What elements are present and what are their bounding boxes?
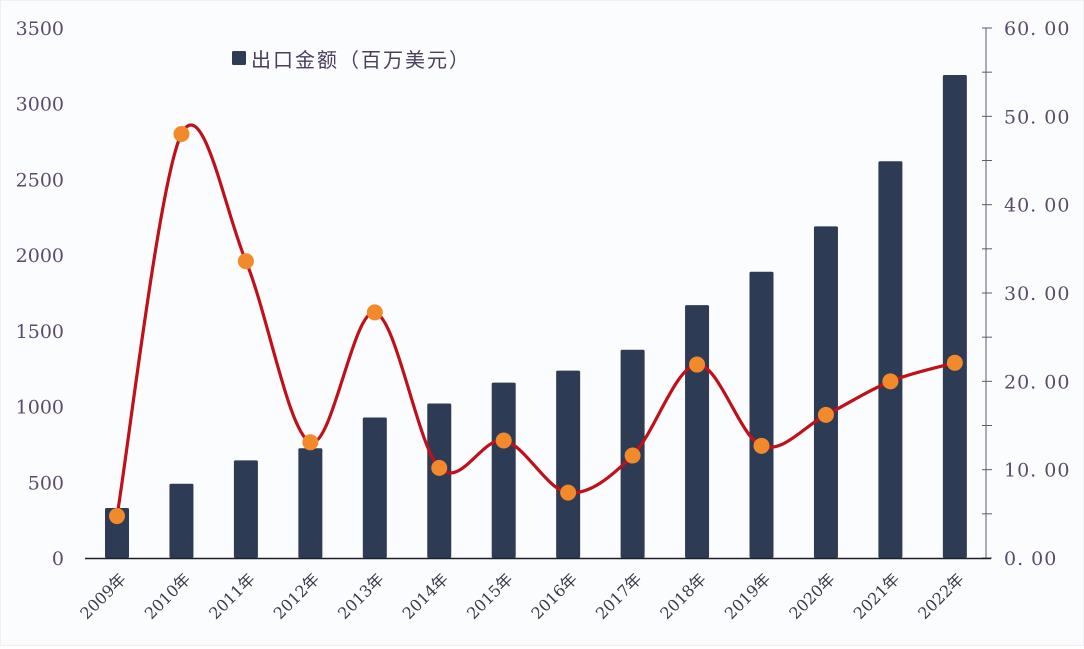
marker-2015年	[495, 432, 512, 449]
x-tick-label: 2014年	[399, 569, 453, 623]
x-tick-label: 2021年	[850, 569, 904, 623]
left-tick-label: 1500	[16, 321, 64, 343]
legend-label: 出口金额（百万美元）	[251, 48, 471, 72]
left-tick-label: 500	[28, 472, 64, 494]
bar-2013年	[362, 417, 387, 558]
growth-line	[115, 123, 956, 517]
bar-series	[105, 74, 967, 558]
right-tick-label: 0. 00	[1004, 548, 1057, 570]
marker-2021年	[882, 373, 899, 390]
right-tick-label: 30. 00	[1004, 283, 1070, 305]
bar-2019年	[749, 271, 774, 558]
x-tick-label: 2012年	[270, 569, 324, 623]
legend-swatch-icon	[232, 51, 246, 65]
left-tick-label: 2000	[16, 245, 64, 267]
marker-2014年	[431, 459, 448, 476]
marker-2022年	[946, 354, 963, 371]
legend: 出口金额（百万美元）	[232, 48, 471, 72]
marker-2016年	[560, 484, 577, 501]
marker-2020年	[817, 406, 834, 423]
bar-2020年	[813, 226, 838, 558]
marker-2009年	[109, 508, 125, 525]
x-tick-label: 2017年	[592, 569, 646, 623]
right-tick-label: 50. 00	[1004, 106, 1070, 128]
x-tick-label: 2011年	[205, 569, 259, 623]
bar-2018年	[685, 305, 710, 558]
bar-2015年	[491, 382, 516, 558]
marker-2017年	[624, 447, 641, 464]
marker-2019年	[753, 437, 770, 454]
marker-2012年	[302, 434, 319, 451]
left-tick-label: 2500	[16, 169, 64, 191]
x-tick-label: 2016年	[527, 569, 581, 623]
right-tick-label: 40. 00	[1004, 195, 1070, 217]
x-tick-label: 2019年	[721, 569, 775, 623]
x-axis: 2009年 2010年 2011年 2012年 2013年 2014年 2015年 2016年…	[76, 557, 991, 623]
x-tick-label: 2009年	[76, 569, 130, 623]
marker-2011年	[237, 253, 254, 270]
marker-2018年	[689, 356, 706, 373]
left-tick-label: 0	[52, 548, 64, 570]
line-markers	[109, 126, 963, 525]
bar-2014年	[427, 403, 452, 558]
line-series	[115, 123, 956, 517]
bar-2016年	[556, 370, 581, 558]
x-tick-label: 2013年	[334, 569, 388, 623]
right-y-axis: 0. 00 10. 00 20. 00 30. 00 40. 00 50. 00 60. 0…	[982, 18, 1070, 570]
left-tick-label: 3500	[16, 18, 64, 40]
bar-2021年	[878, 161, 903, 558]
marker-2010年	[173, 126, 190, 142]
marker-2013年	[366, 304, 383, 321]
right-tick-label: 10. 00	[1004, 460, 1070, 482]
bar-2012年	[298, 448, 323, 558]
left-tick-label: 3000	[16, 94, 64, 116]
right-tick-label: 20. 00	[1004, 371, 1070, 393]
x-tick-label: 2015年	[463, 569, 517, 623]
bar-2011年	[233, 460, 258, 558]
bar-2022年	[942, 74, 967, 558]
bar-2010年	[169, 483, 194, 558]
left-y-axis: 0 500 1000 1500 2000 2500 3000 3500	[16, 18, 64, 570]
left-tick-label: 1000	[16, 397, 64, 419]
x-tick-label: 2018年	[656, 569, 710, 623]
x-tick-label: 2022年	[914, 569, 968, 623]
right-tick-label: 60. 00	[1004, 18, 1070, 40]
x-tick-label: 2020年	[785, 569, 839, 623]
x-tick-label: 2010年	[141, 569, 195, 623]
